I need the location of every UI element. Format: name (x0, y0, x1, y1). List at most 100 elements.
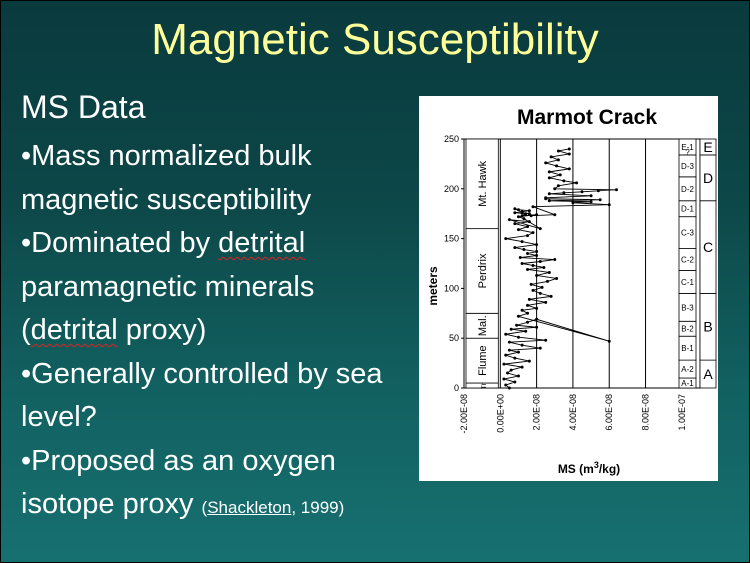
unit-label: E (703, 139, 712, 155)
ms-data-point (527, 359, 531, 363)
ms-data-point (513, 246, 517, 250)
ms-data-point (558, 173, 562, 177)
ms-data-point (520, 214, 524, 218)
x-tick-label: 6.00E-08 (604, 394, 614, 431)
ms-data-point (504, 237, 508, 241)
ms-data-point (502, 377, 506, 381)
ms-data-point (502, 362, 506, 366)
y-tick-label: 250 (444, 134, 459, 144)
ms-data-point (507, 218, 511, 222)
ms-data-point (614, 188, 618, 192)
unit-label: D (703, 170, 713, 186)
ms-data-point (507, 348, 511, 352)
ms-data-point (555, 164, 559, 168)
bullet-dominated: •Dominated by detrital paramagnetic mine… (21, 227, 315, 303)
ms-data-point (535, 306, 539, 310)
ms-data-point (547, 192, 551, 196)
unit-label: A (703, 366, 713, 382)
ms-data-point (607, 203, 611, 207)
ms-data-point (520, 240, 524, 244)
ms-data-point (607, 339, 611, 343)
y-tick-label: 100 (444, 283, 459, 293)
ms-data-point (529, 282, 533, 286)
formation-box (465, 138, 499, 230)
ms-data-point (535, 273, 539, 277)
ms-data-point (520, 365, 524, 369)
unit-label: B (703, 319, 712, 335)
ms-data-point (515, 323, 519, 327)
ms-data-point (518, 256, 522, 260)
subunit-box (678, 138, 697, 156)
ms-data-point (527, 220, 531, 224)
ms-data-point (562, 191, 566, 195)
ms-data-point (596, 189, 600, 193)
ms-data-point (555, 276, 559, 280)
ms-data-point (575, 181, 579, 185)
y-tick-label: 50 (449, 333, 459, 343)
bullet-mass-normalized: •Mass normalized bulk magnetic susceptib… (21, 140, 312, 216)
formation-label: Th (482, 382, 488, 389)
ms-data-point (547, 176, 551, 180)
ms-data-point (535, 243, 539, 247)
ms-data-point (513, 222, 517, 226)
slide-title: Magnetic Susceptibility (151, 15, 599, 64)
subunit-label: B-1 (681, 344, 694, 353)
ms-data-point (553, 213, 557, 217)
unit-label: C (703, 239, 713, 255)
ms-data-point (556, 184, 560, 188)
bullet-oxygen-isotope: •Proposed as an oxygen isotope proxy (Sh… (21, 444, 345, 521)
x-tick-label: 2.00E-08 (532, 394, 542, 431)
subunit-label: C-3 (681, 229, 694, 238)
ms-data-point (547, 199, 551, 203)
citation-author: Shackleton (207, 498, 292, 517)
x-tick-label: -2.00E-08 (459, 394, 469, 434)
bullet-sea-level: •Generally controlled by sea level? (21, 357, 383, 434)
subunit-label: A-2 (681, 365, 694, 374)
subunit-label: D-2 (681, 185, 694, 194)
chart-title: Marmot Crack (517, 106, 657, 129)
ms-data-point (526, 225, 530, 229)
ms-data-point (526, 311, 530, 315)
ms-data-point (522, 248, 526, 252)
subunit-label: D-3 (681, 162, 694, 171)
section-heading: MS Data (21, 89, 146, 125)
subunit-label: B-2 (681, 325, 694, 334)
spell-underlined-word: detrital (30, 314, 118, 346)
subunit-label: B-3 (681, 303, 694, 312)
ms-data-point (504, 353, 508, 357)
subunit-label: C-2 (681, 256, 694, 265)
ms-series-line (503, 148, 617, 389)
ms-data-point (507, 340, 511, 344)
ms-data-point (544, 161, 548, 165)
x-tick-label: 0.00E+00 (495, 394, 505, 433)
ms-data-point (589, 194, 593, 198)
ms-data-point (567, 152, 571, 156)
x-tick-label: 8.00E-08 (641, 394, 651, 431)
ms-data-point (527, 209, 531, 213)
ms-data-point (531, 231, 535, 235)
ms-data-point (509, 368, 513, 372)
ms-data-point (553, 258, 557, 262)
ms-data-point (571, 201, 575, 205)
ms-data-point (547, 270, 551, 274)
ms-data-point (535, 254, 539, 258)
ms-data-point (516, 215, 520, 219)
formation-label: Mt. Hawk (477, 160, 489, 206)
ms-data-point (598, 198, 602, 202)
ms-data-point (549, 155, 553, 159)
ms-data-point (544, 196, 548, 200)
ms-data-point (516, 208, 520, 212)
ms-data-point (567, 167, 571, 171)
y-tick-label: 200 (444, 184, 459, 194)
ms-data-point (526, 234, 530, 238)
ms-data-point (520, 262, 524, 265)
ms-data-point (562, 179, 566, 183)
ms-data-point (529, 214, 533, 218)
ms-data-point (580, 190, 584, 194)
ms-data-point (504, 383, 508, 387)
y-axis-label: meters (426, 266, 440, 306)
ms-data-point (538, 346, 542, 350)
bullet-detrital-proxy: (detrital proxy) (21, 314, 207, 346)
ms-data-point (513, 356, 517, 360)
